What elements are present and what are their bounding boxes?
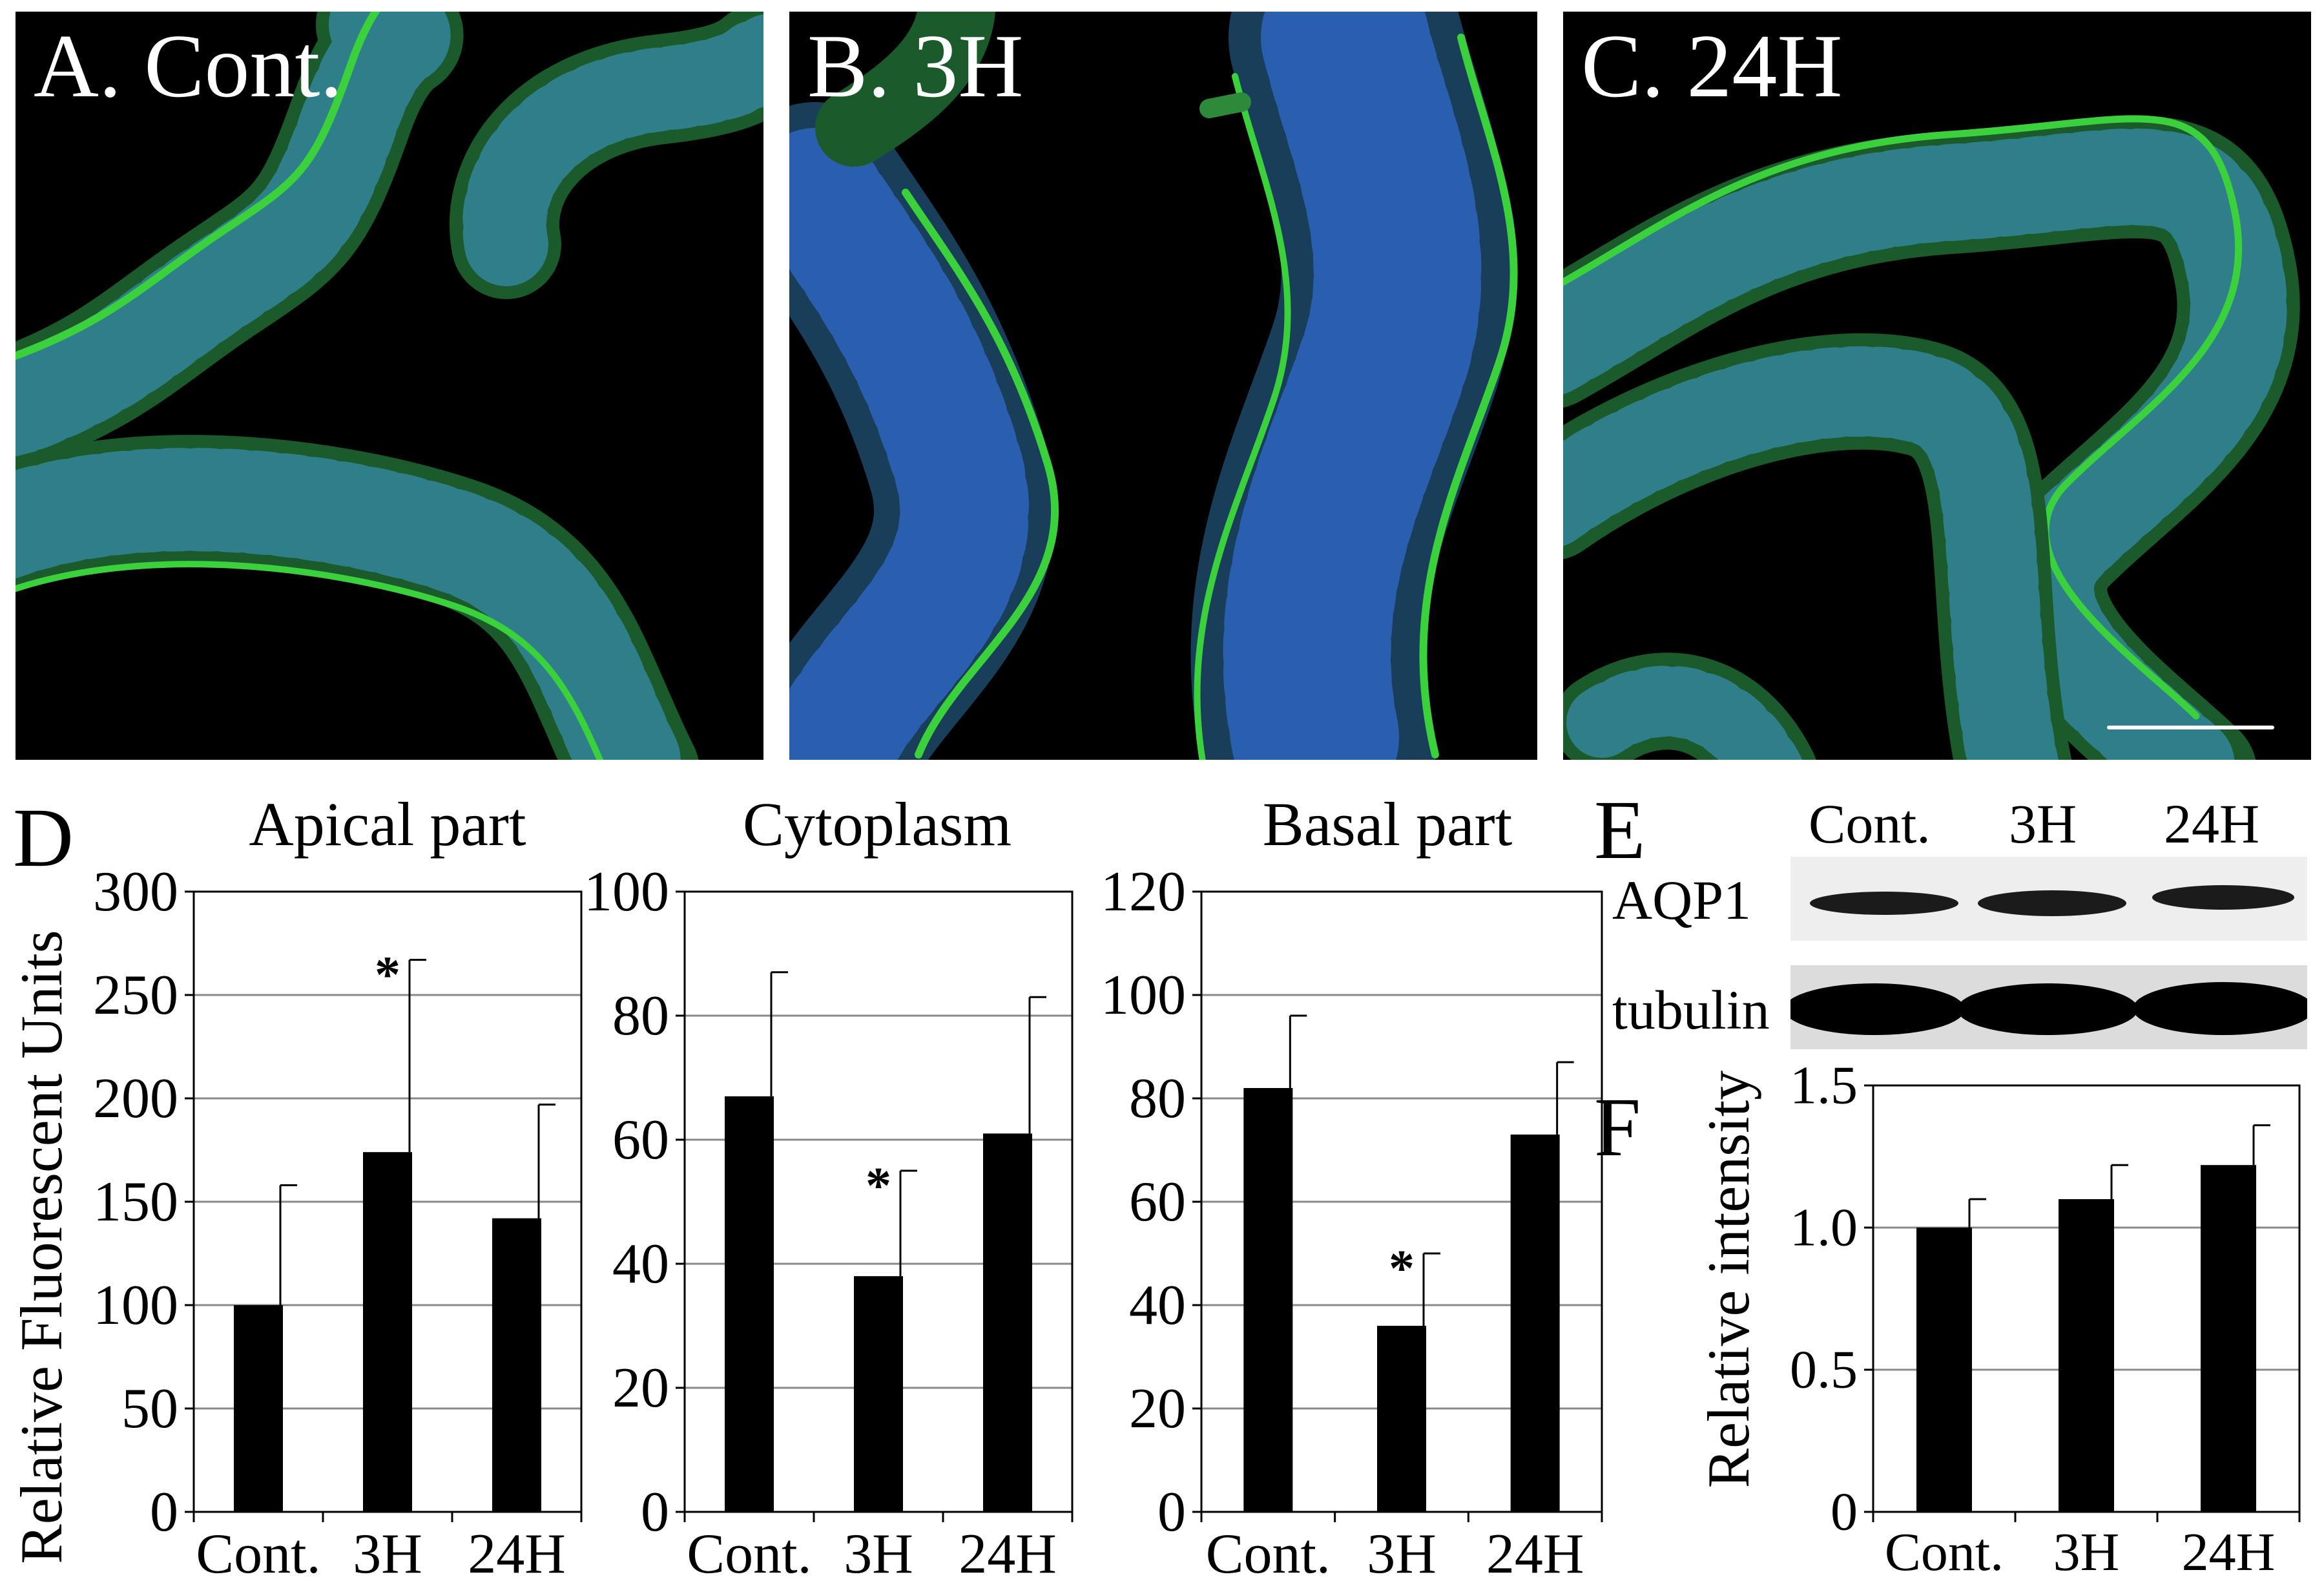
blot-column-24h: 24H xyxy=(2164,793,2260,855)
y-tick-label: 100 xyxy=(1101,964,1186,1027)
x-category-label: 3H xyxy=(2053,1522,2120,1576)
bar-apical-1 xyxy=(363,1152,412,1512)
significance-star: * xyxy=(866,1158,891,1215)
y-tick-label: 150 xyxy=(93,1171,178,1233)
bar-basal-0 xyxy=(1243,1088,1293,1512)
micrograph-b-label: B. 3H xyxy=(807,16,1024,116)
y-tick-label: 100 xyxy=(584,866,669,923)
panel-e-letter: E xyxy=(1594,784,1646,877)
bar-apical-2 xyxy=(492,1218,541,1512)
blot-row-aqp1: AQP1 xyxy=(1612,869,1752,931)
chart-title-apical: Apical part xyxy=(249,790,526,859)
y-tick-label: 0 xyxy=(1831,1482,1858,1542)
x-category-label: 24H xyxy=(2182,1522,2276,1576)
bar-intensity-1 xyxy=(2059,1199,2114,1512)
micrograph-b-image xyxy=(789,12,1518,760)
y-tick-label: 80 xyxy=(1129,1067,1186,1130)
bar-chart-relative-intensity: 0 0.5 1.0 1.5 Cont. 3H 24H xyxy=(1790,1056,2301,1576)
blot-strip-tubulin xyxy=(1790,965,2307,1049)
bar-chart-cytoplasm: 0 20 40 60 80 100 Cont. * 3H 24H xyxy=(584,866,1074,1576)
x-category-label: Cont. xyxy=(1206,1523,1331,1576)
bar-cytoplasm-1 xyxy=(854,1276,903,1512)
bar-cytoplasm-2 xyxy=(983,1133,1032,1512)
y-tick-label: 20 xyxy=(612,1357,669,1419)
bar-chart-basal: 0 20 40 60 80 100 120 Cont. * 3H 24H xyxy=(1101,866,1603,1576)
panel-d-ylabel: Relative Fluorescent Units xyxy=(8,930,74,1564)
y-tick-label: 250 xyxy=(93,964,178,1027)
x-category-label: Cont. xyxy=(1885,1522,2004,1576)
y-tick-label: 40 xyxy=(1129,1274,1186,1337)
blot-band-tubulin-3h xyxy=(1957,983,2138,1035)
blot-band-aqp1-3h xyxy=(1978,890,2126,916)
y-tick-label: 0 xyxy=(641,1481,669,1544)
y-tick-label: 50 xyxy=(121,1377,178,1440)
panel-d-letter: D xyxy=(13,791,74,885)
y-tick-label: 0 xyxy=(150,1481,178,1544)
chart-title-basal: Basal part xyxy=(1262,790,1513,859)
bar-intensity-0 xyxy=(1916,1228,1972,1512)
micrograph-a-image xyxy=(16,12,763,760)
y-tick-label: 200 xyxy=(93,1067,178,1130)
bar-chart-apical: 0 50 100 150 200 250 300 Cont. * 3H 24H xyxy=(93,866,583,1576)
x-category-label: 24H xyxy=(1486,1523,1584,1576)
x-category-label: 24H xyxy=(468,1523,566,1576)
y-tick-label: 60 xyxy=(612,1109,669,1171)
x-category-label: 24H xyxy=(959,1523,1057,1576)
micrograph-a: A. Cont. xyxy=(16,12,763,760)
bar-basal-1 xyxy=(1377,1326,1426,1512)
y-tick-label: 0 xyxy=(1157,1481,1186,1544)
blot-row-tubulin: tubulin xyxy=(1612,979,1770,1041)
y-tick-label: 1.0 xyxy=(1790,1198,1858,1258)
bar-cytoplasm-0 xyxy=(725,1096,774,1512)
bar-intensity-2 xyxy=(2201,1165,2256,1512)
micrograph-b: B. 3H xyxy=(789,12,1537,760)
x-category-label: 3H xyxy=(1367,1523,1437,1576)
blot-band-aqp1-cont xyxy=(1810,892,1958,915)
blot-column-3h: 3H xyxy=(2009,793,2077,855)
blot-strip-aqp1 xyxy=(1790,857,2307,941)
bar-basal-2 xyxy=(1510,1135,1560,1512)
micrograph-c: C. 24H xyxy=(1563,12,2311,760)
blot-band-tubulin-24h xyxy=(2133,982,2307,1035)
y-tick-label: 1.5 xyxy=(1790,1056,1858,1116)
y-tick-label: 80 xyxy=(612,985,669,1047)
significance-star: * xyxy=(375,947,400,1004)
blot-band-tubulin-cont xyxy=(1790,983,1965,1035)
blot-column-cont: Cont. xyxy=(1809,793,1931,855)
x-category-label: 3H xyxy=(844,1523,913,1576)
y-tick-label: 20 xyxy=(1129,1377,1186,1440)
y-tick-label: 60 xyxy=(1129,1171,1186,1233)
y-tick-label: 300 xyxy=(93,866,178,923)
chart-title-cytoplasm: Cytoplasm xyxy=(742,790,1012,859)
y-tick-label: 0.5 xyxy=(1790,1340,1858,1400)
x-category-label: 3H xyxy=(353,1523,422,1576)
micrograph-a-label: A. Cont. xyxy=(34,16,343,116)
significance-star: * xyxy=(1389,1241,1415,1297)
x-category-label: Cont. xyxy=(687,1523,811,1576)
bar-apical-0 xyxy=(234,1305,283,1512)
y-tick-label: 40 xyxy=(612,1233,669,1295)
micrograph-c-label: C. 24H xyxy=(1581,16,1843,116)
y-tick-label: 100 xyxy=(93,1274,178,1337)
panel-f-ylabel: Relative intensity xyxy=(1696,1070,1761,1489)
y-tick-label: 120 xyxy=(1101,866,1186,923)
x-category-label: Cont. xyxy=(196,1523,320,1576)
blot-band-aqp1-24h xyxy=(2152,885,2294,910)
micrograph-c-image xyxy=(1563,115,2300,760)
